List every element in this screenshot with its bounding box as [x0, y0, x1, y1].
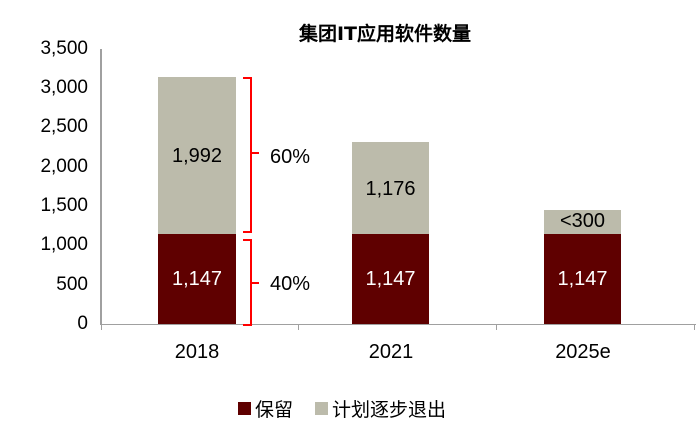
x-label-2025e: 2025e — [555, 341, 611, 363]
legend-item-retire: 计划逐步退出 — [315, 395, 446, 422]
y-tick-1500: 1,500 — [40, 195, 88, 216]
bar-label-2025e-retire: <300 — [559, 210, 606, 232]
y-tick-0: 0 — [77, 313, 88, 334]
x-tick-mark — [694, 324, 695, 330]
bar-label-2021-retain: 1,147 — [365, 268, 416, 290]
y-tick-1000: 1,000 — [40, 234, 88, 255]
x-axis — [100, 324, 696, 325]
bar-label-2025e-retain: 1,147 — [557, 268, 608, 290]
x-tick-mark — [298, 324, 299, 330]
legend-swatch-retain-icon — [238, 402, 251, 415]
x-tick-mark — [101, 324, 102, 330]
y-tick-2500: 2,500 — [40, 116, 88, 137]
bar-label-2018-retain: 1,147 — [171, 268, 223, 290]
annotation-40-percent: 40% — [270, 273, 311, 295]
bar-2018-retain — [158, 234, 236, 324]
bar-2025e-retain — [544, 234, 621, 324]
bar-2021-retire — [352, 142, 429, 235]
bar-2021-retain — [352, 234, 429, 324]
x-label-2021: 2021 — [368, 341, 414, 363]
y-tick-3000: 3,000 — [40, 77, 88, 98]
bar-2025e-retire — [544, 210, 621, 235]
bar-2018-retire — [158, 77, 236, 235]
y-tick-500: 500 — [56, 274, 88, 295]
x-label-2018: 2018 — [174, 341, 220, 363]
legend-label-retire: 计划逐步退出 — [332, 399, 447, 421]
legend-label-retain: 保留 — [255, 399, 294, 421]
x-tick-mark — [496, 324, 497, 330]
chart-title: 集团IT应用软件数量 — [298, 23, 472, 45]
bar-label-2021-retire: 1,176 — [365, 178, 416, 200]
annotation-60-percent: 60% — [270, 146, 311, 168]
brace-bottom-icon — [243, 239, 259, 326]
brace-top-icon — [243, 77, 259, 233]
y-axis — [100, 49, 102, 325]
y-tick-2000: 2,000 — [40, 156, 88, 177]
legend: 保留 计划逐步退出 — [238, 395, 468, 422]
bar-label-2018-retire: 1,992 — [171, 145, 223, 167]
y-tick-3500: 3,500 — [40, 38, 88, 59]
legend-swatch-retire-icon — [315, 402, 329, 415]
legend-item-retain: 保留 — [238, 395, 293, 422]
